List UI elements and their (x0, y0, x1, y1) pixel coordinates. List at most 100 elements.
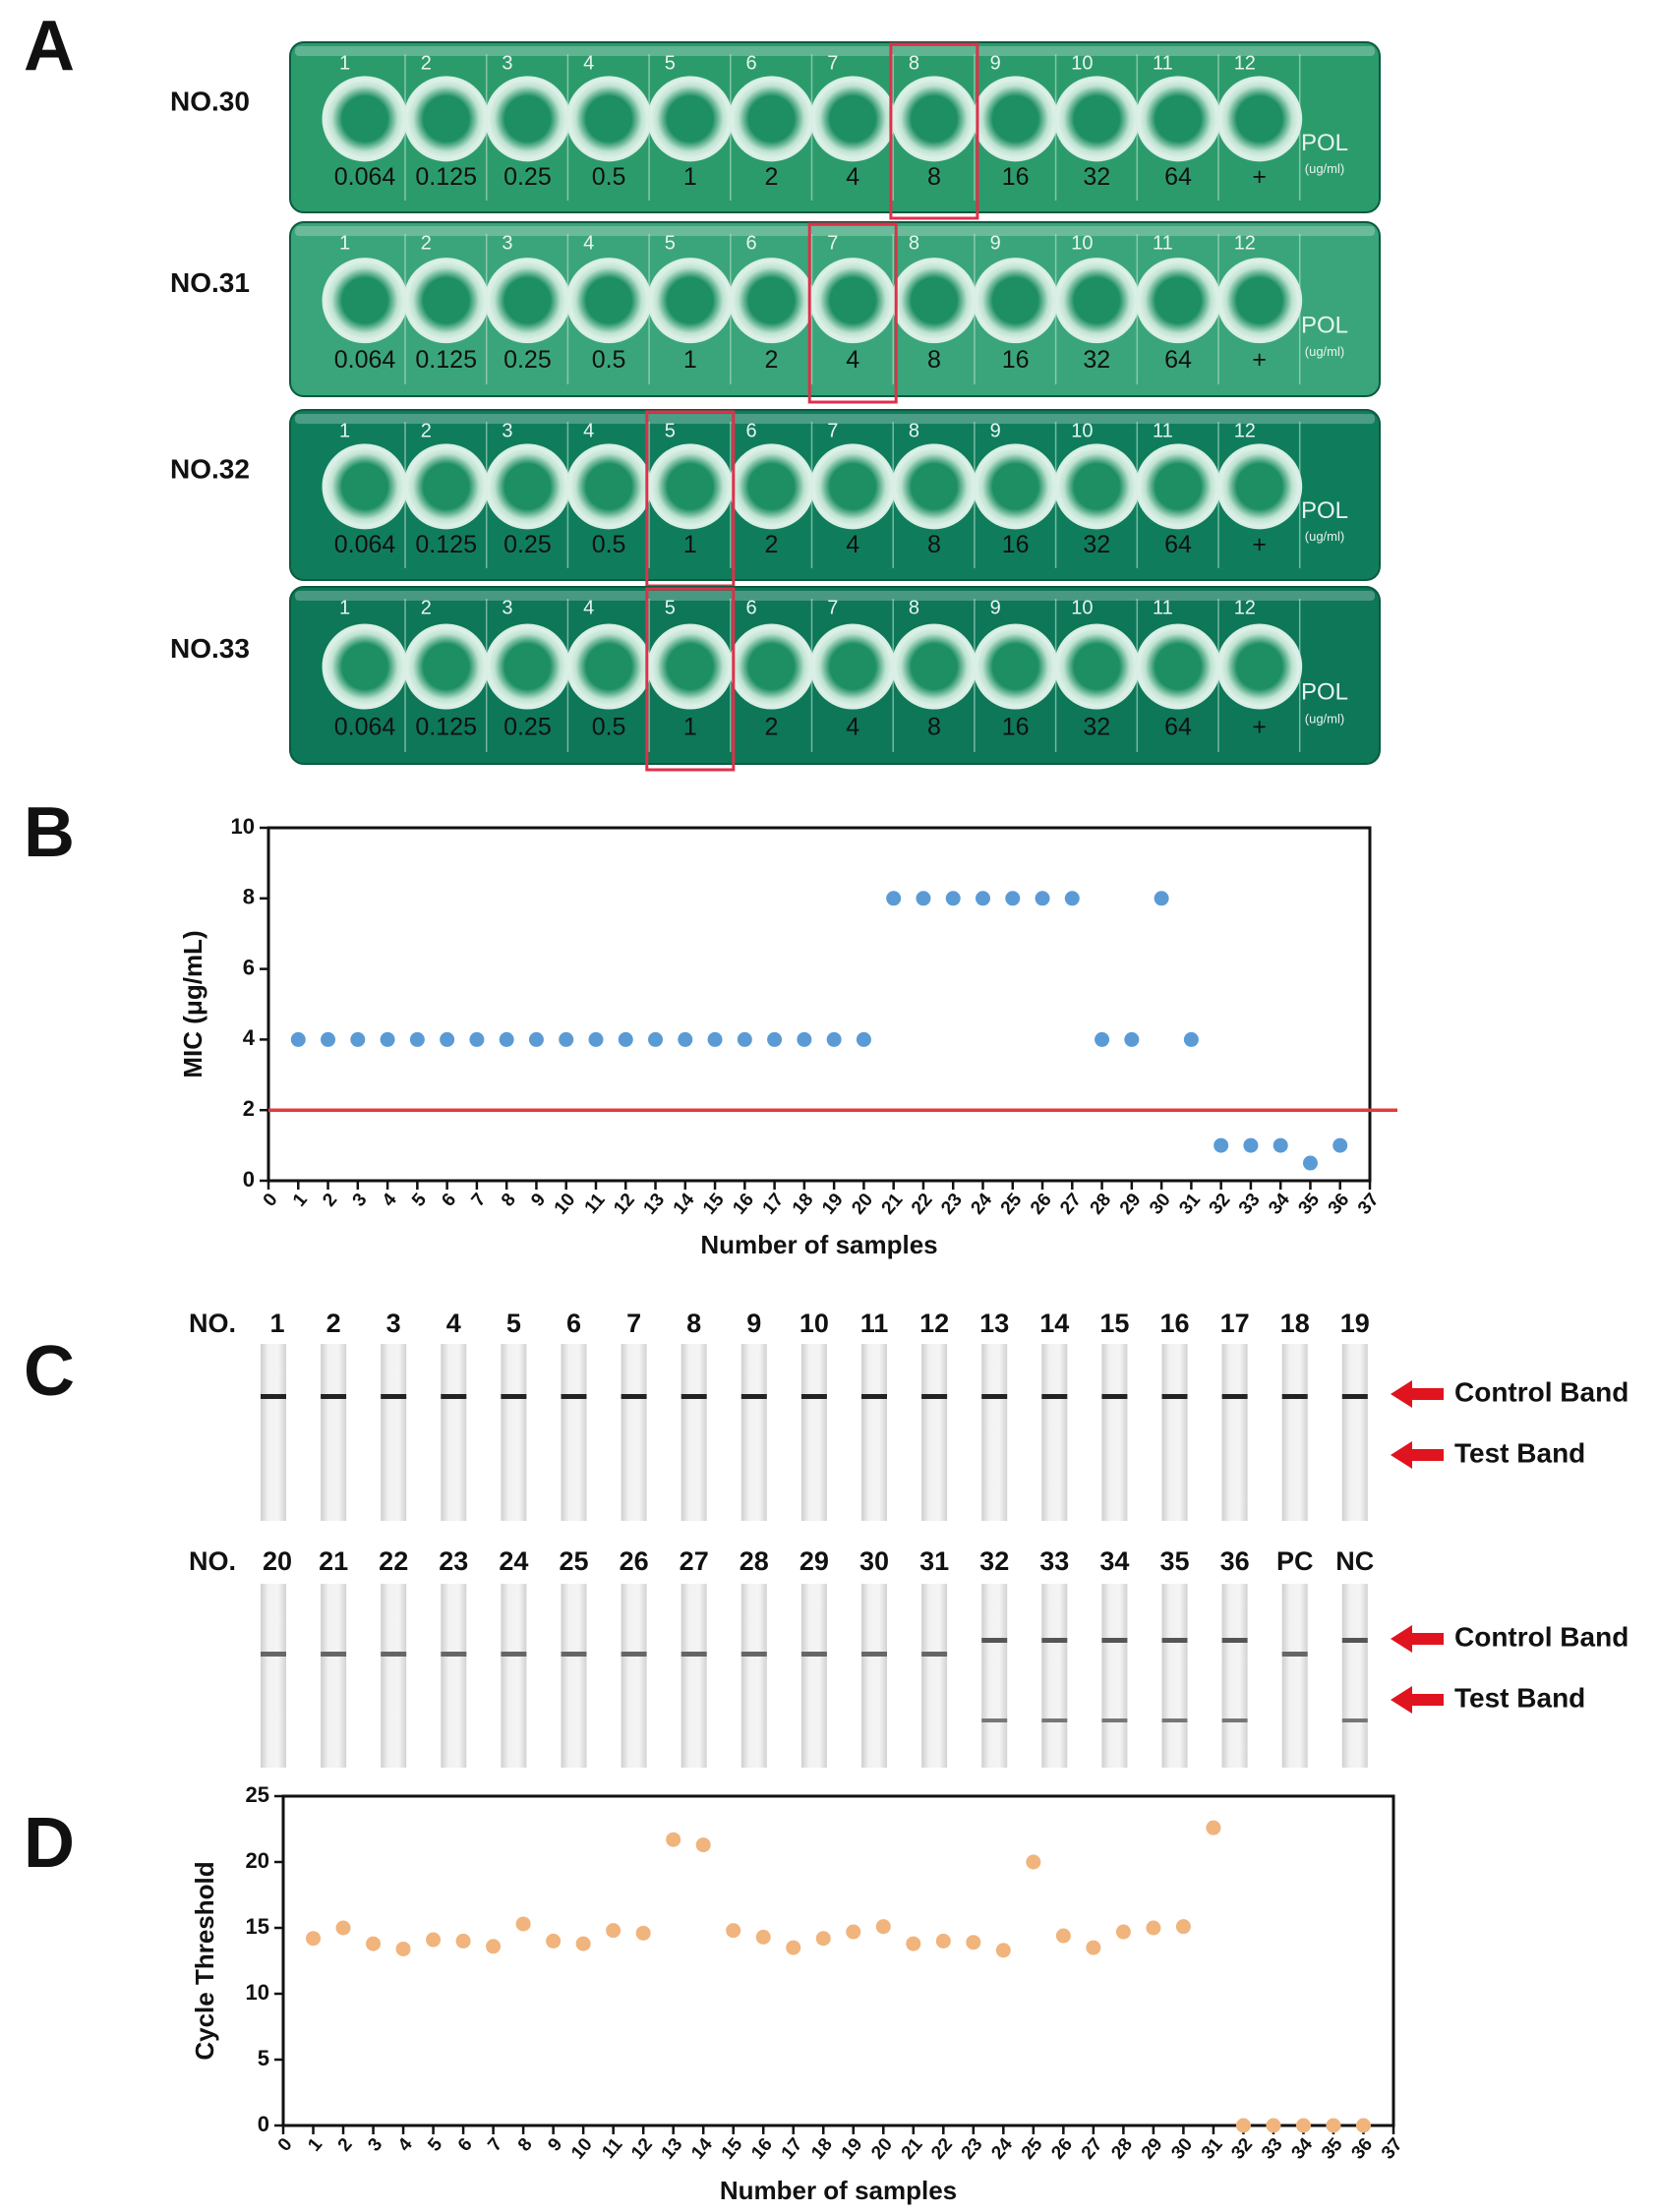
y-axis-label: MIC (μg/mL) (178, 930, 207, 1077)
x-tick-label: 35 (1294, 1190, 1324, 1219)
x-tick-label: 14 (670, 1190, 699, 1219)
control-band (1341, 1638, 1368, 1643)
row-prefix: NO. (189, 1546, 236, 1576)
x-tick-label: 32 (1227, 2134, 1257, 2164)
well-number: 9 (990, 420, 1001, 441)
well (647, 258, 734, 344)
control-band (800, 1652, 827, 1657)
x-tick-label: 11 (581, 1190, 610, 1218)
x-tick-label: 35 (1318, 2134, 1347, 2164)
strip-label: 10 (799, 1309, 829, 1338)
x-tick-label: 26 (1047, 2134, 1077, 2164)
strip (1161, 1584, 1188, 1768)
y-tick-label: 15 (246, 1914, 269, 1939)
concentration: 32 (1083, 346, 1110, 374)
data-point (409, 1031, 425, 1047)
control-band (1101, 1394, 1128, 1399)
concentration: 8 (927, 163, 941, 191)
well-number: 12 (1234, 232, 1256, 254)
x-tick-label: 2 (319, 1190, 341, 1211)
strip (321, 1344, 347, 1521)
concentration: 16 (1002, 163, 1030, 191)
strip (561, 1584, 587, 1768)
strip (501, 1344, 527, 1521)
control-band (1341, 1394, 1368, 1399)
plate-name: NO.31 (170, 267, 250, 298)
strip-label: 29 (799, 1546, 829, 1576)
well (647, 76, 734, 162)
strip-label: 26 (620, 1546, 649, 1576)
strip-label: 17 (1220, 1309, 1250, 1338)
x-tick-label: 16 (747, 2134, 777, 2164)
data-point (707, 1031, 723, 1047)
x-tick-label: 18 (789, 1190, 818, 1219)
data-point (695, 1837, 711, 1853)
x-tick-label: 31 (1175, 1190, 1205, 1219)
well-number: 5 (665, 420, 676, 441)
control-band (501, 1652, 527, 1657)
well (1053, 76, 1140, 162)
x-tick-label: 23 (937, 1190, 967, 1219)
strip (561, 1344, 587, 1521)
control-band (1221, 1394, 1248, 1399)
concentration: 0.25 (503, 346, 552, 374)
y-tick-label: 8 (243, 885, 255, 909)
panel-label: A (24, 7, 75, 86)
x-tick-label: 25 (997, 1190, 1027, 1219)
x-tick-label: 8 (498, 1190, 520, 1211)
x-tick-label: 5 (408, 1190, 431, 1211)
concentration: 0.125 (415, 714, 477, 741)
well-number: 4 (583, 232, 594, 254)
well-number: 9 (990, 232, 1001, 254)
well (1135, 623, 1221, 710)
data-point (1124, 1031, 1140, 1047)
y-tick-label: 10 (246, 1980, 269, 2005)
concentration: 0.064 (334, 714, 396, 741)
x-tick-label: 37 (1354, 1190, 1384, 1219)
x-tick-label: 15 (718, 2134, 747, 2164)
band-label: Control Band (1454, 1376, 1628, 1407)
data-point (1146, 1920, 1161, 1936)
strip-label: 30 (859, 1546, 889, 1576)
control-band (861, 1652, 887, 1657)
data-point (666, 1832, 681, 1847)
concentration: 1 (683, 531, 697, 558)
data-point (1206, 1820, 1221, 1835)
x-tick-label: 27 (1078, 2134, 1107, 2164)
x-tick-label: 6 (438, 1190, 460, 1211)
well-number: 9 (990, 597, 1001, 618)
concentration: 1 (683, 346, 697, 374)
data-point (916, 891, 931, 906)
data-point (786, 1940, 801, 1955)
strip (861, 1344, 887, 1521)
data-point (440, 1031, 455, 1047)
well (891, 76, 977, 162)
strip-label: 3 (386, 1309, 401, 1338)
strip (381, 1584, 407, 1768)
data-point (1266, 2118, 1281, 2133)
concentration: 0.5 (592, 531, 626, 558)
strip (441, 1584, 467, 1768)
strip-label: 32 (979, 1546, 1009, 1576)
data-point (1273, 1137, 1288, 1153)
concentration: 4 (846, 346, 859, 374)
x-tick-label: 19 (818, 1190, 848, 1219)
data-point (678, 1031, 693, 1047)
control-band (981, 1394, 1008, 1399)
concentration: 0.5 (592, 346, 626, 374)
y-tick-label: 0 (258, 2112, 269, 2136)
well-number: 4 (583, 52, 594, 74)
x-axis-label: Number of samples (720, 2176, 957, 2205)
data-point (575, 1936, 591, 1951)
strip (1041, 1584, 1068, 1768)
well-number: 5 (665, 597, 676, 618)
control-band (621, 1652, 647, 1657)
panel-label: D (24, 1804, 75, 1883)
strip (861, 1584, 887, 1768)
well (322, 258, 408, 344)
arrow (1391, 1441, 1444, 1469)
well (1216, 76, 1303, 162)
x-tick-label: 4 (379, 1190, 401, 1211)
y-tick-label: 6 (243, 955, 255, 979)
x-tick-label: 23 (958, 2134, 987, 2164)
